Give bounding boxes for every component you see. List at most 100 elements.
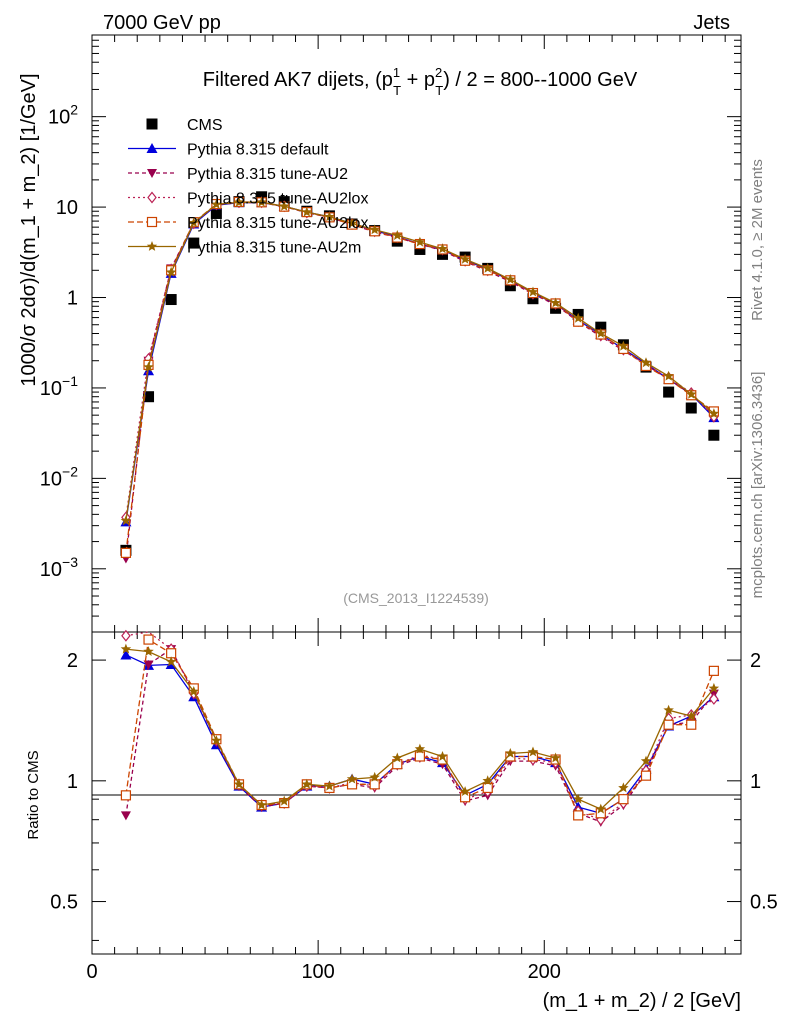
ratio-point	[120, 790, 132, 801]
data-point	[210, 207, 222, 219]
data-point	[663, 386, 675, 398]
legend-entry: CMS	[146, 117, 223, 134]
mcplots-label: mcplots.cern.ch [arXiv:1306.3436]	[749, 372, 766, 599]
ratio-point	[482, 782, 493, 794]
legend-entry: Pythia 8.315 tune-AU2m	[128, 240, 361, 257]
analysis-tag: (CMS_2013_I1224539)	[343, 590, 489, 606]
ratio-point	[437, 751, 448, 761]
data-point	[301, 206, 313, 217]
y-tick-label: 10−1	[40, 373, 78, 400]
ratio-y-tick-label-left: 2	[67, 650, 78, 672]
rivet-version-label: Rivet 4.1.0, ≥ 2M events	[749, 159, 766, 321]
ratio-point	[143, 634, 154, 645]
data-point	[686, 388, 697, 399]
ratio-point	[459, 786, 471, 796]
data-point	[708, 429, 720, 441]
ratio-panel: 0.5 0.5 1 1 2 2 0 100 200 Ratio to CMS (m_1 + m_…	[25, 629, 778, 1012]
ratio-point	[211, 735, 222, 745]
data-point	[165, 294, 177, 306]
main-series-layer	[120, 191, 720, 564]
data-point	[233, 196, 245, 207]
x-tick-label: 0	[86, 961, 97, 983]
series-pythia-8-315-tune-au2m-5	[120, 196, 720, 526]
data-point	[120, 515, 132, 526]
data-point	[324, 211, 335, 222]
data-point	[414, 236, 426, 247]
data-point	[120, 547, 132, 558]
data-point	[188, 217, 199, 228]
ratio-point	[708, 665, 719, 676]
ratio-point	[369, 771, 380, 782]
main-y-axis-label: 1000/σ 2dσ)/d(m_1 + m_2) [1/GeV]	[18, 73, 40, 386]
ratio-point	[618, 782, 629, 793]
data-point	[685, 402, 697, 414]
ratio-point	[143, 660, 154, 670]
legend-entry: Pythia 8.315 default	[128, 142, 329, 159]
legend-marker	[147, 169, 157, 178]
data-point	[459, 253, 471, 264]
ratio-point	[279, 795, 290, 806]
data-point	[369, 224, 380, 235]
legend-label: CMS	[187, 117, 223, 134]
x-tick-label: 200	[528, 961, 561, 983]
y-tick-exponent: −1	[62, 373, 78, 389]
process-label: Jets	[693, 12, 730, 34]
legend-marker	[147, 191, 157, 204]
ratio-point	[256, 799, 267, 810]
ratio-point	[573, 793, 584, 804]
ratio-point	[120, 649, 132, 660]
ratio-point	[188, 686, 199, 696]
y-tick-exponent: −2	[62, 463, 78, 479]
data-point	[211, 198, 222, 209]
data-point	[165, 266, 177, 277]
data-point	[505, 274, 516, 284]
data-point	[708, 408, 720, 419]
ratio-point	[460, 792, 471, 803]
y-tick-base: 10	[40, 378, 62, 400]
ratio-point	[663, 704, 674, 715]
data-point	[279, 200, 290, 211]
legend-entry: Pythia 8.315 tune-AU2lox	[128, 215, 368, 232]
y-tick-label: 10	[56, 197, 78, 219]
main-title: Filtered AK7 dijets, (p1 T + p2 T) / 2 = 8…	[203, 65, 638, 98]
data-point	[595, 328, 606, 338]
data-point	[143, 391, 155, 403]
ratio-point	[595, 803, 606, 814]
legend-marker	[146, 241, 158, 251]
ratio-point	[121, 629, 131, 642]
ratio-point	[663, 719, 674, 730]
ratio-series-layer	[120, 629, 720, 827]
legend-entry: Pythia 8.315 tune-AU2	[128, 166, 348, 183]
legend-marker	[146, 216, 158, 228]
ratio-point	[346, 773, 358, 784]
data-point	[188, 237, 200, 249]
x-axis-label: (m_1 + m_2) / 2 [GeV]	[543, 990, 741, 1012]
ratio-point	[686, 719, 697, 730]
data-point	[482, 262, 493, 273]
ratio-point	[120, 643, 132, 654]
data-point	[550, 297, 561, 308]
y-tick-base: 10	[40, 468, 62, 490]
ratio-point	[482, 775, 493, 786]
data-point	[618, 340, 629, 351]
ratio-point	[640, 770, 652, 781]
ratio-y-tick-label-right: 1	[750, 771, 761, 793]
data-point	[256, 196, 267, 207]
data-point	[640, 357, 652, 368]
ratio-point	[550, 752, 561, 763]
ratio-point	[233, 778, 245, 789]
ratio-point	[369, 779, 380, 790]
y-tick-exponent: 2	[70, 102, 78, 118]
ratio-y-tick-label-right: 0.5	[750, 892, 778, 914]
legend-marker	[146, 118, 158, 130]
legend-label: Pythia 8.315 tune-AU2lox	[187, 191, 368, 208]
legend: CMS Pythia 8.315 default Pythia 8.315 tune…	[128, 117, 368, 257]
legend-label: Pythia 8.315 default	[187, 142, 329, 159]
data-point	[346, 217, 358, 228]
ratio-point	[414, 751, 425, 762]
ratio-point	[324, 780, 335, 791]
legend-label: Pythia 8.315 tune-AU2	[187, 166, 348, 183]
data-point	[143, 361, 154, 372]
